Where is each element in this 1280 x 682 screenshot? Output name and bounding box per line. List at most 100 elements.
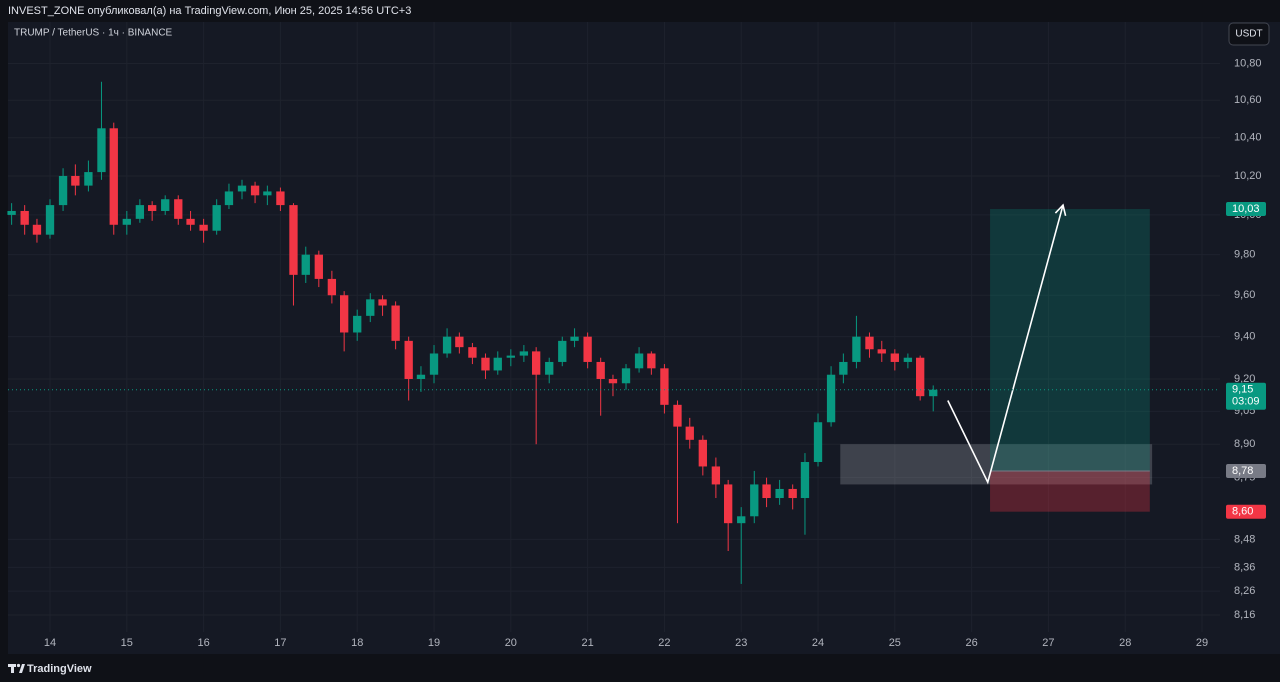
header: INVEST_ZONE опубликовал(а) на TradingVie… (8, 5, 411, 17)
y-tick-label: 10,40 (1234, 132, 1262, 144)
candle-body (250, 185, 260, 196)
candle-body (339, 295, 349, 333)
candle-body (634, 353, 644, 369)
candle-body (839, 361, 848, 375)
candle-body (493, 357, 502, 371)
price-label: 10,03 (1232, 203, 1260, 215)
logo (8, 663, 25, 673)
candle-body (865, 336, 874, 350)
x-tick-label: 23 (735, 637, 747, 649)
logo-part (19, 664, 25, 673)
candle-body (558, 340, 567, 362)
candle-body (608, 378, 618, 384)
candle-body (506, 355, 515, 358)
candle-body (7, 210, 16, 215)
candle-body (647, 353, 656, 369)
candle-body (276, 191, 285, 206)
candle-body (71, 175, 80, 186)
drawing-path (947, 204, 1064, 485)
candle-body (135, 205, 145, 219)
candle-body (800, 461, 810, 499)
candle-body (327, 278, 337, 296)
candle-body (391, 305, 400, 341)
candle-body (416, 374, 426, 379)
chart-title: TRUMP / TetherUS · 1ч · BINANCE (14, 28, 173, 39)
candle-body (788, 488, 797, 499)
logo-part (11, 664, 14, 673)
x-tick-label: 24 (812, 637, 824, 649)
candle-body (174, 199, 183, 219)
candle-body (852, 336, 861, 362)
candle-body (750, 484, 759, 517)
currency-button[interactable] (1228, 22, 1270, 46)
candle-body (109, 128, 118, 225)
y-tick-label: 10,20 (1234, 170, 1262, 182)
candle-body (289, 205, 298, 275)
candle-body (301, 254, 310, 275)
countdown: 03:09 (1232, 396, 1260, 408)
chart-pane (8, 22, 1220, 632)
price-label: 8,60 (1232, 506, 1253, 518)
x-tick-label: 29 (1196, 637, 1208, 649)
candle-body (673, 404, 682, 427)
x-tick-label: 27 (1042, 637, 1054, 649)
candle-body (468, 347, 477, 358)
x-tick-label: 22 (658, 637, 670, 649)
currency[interactable]: USDT (1235, 29, 1262, 40)
candle-body (32, 224, 42, 235)
candle-body (596, 361, 605, 379)
candle-body (737, 516, 746, 524)
candle-body (698, 439, 707, 467)
y-tick-label: 10,60 (1234, 94, 1262, 106)
footer-brand: TradingView (27, 663, 92, 675)
x-tick-label: 26 (965, 637, 977, 649)
candle-body (147, 205, 157, 211)
y-tick-label: 8,36 (1234, 561, 1255, 573)
candle-body (20, 210, 29, 225)
candle-body (378, 299, 387, 306)
logo-part (16, 663, 21, 668)
x-tick-label: 21 (581, 637, 593, 649)
candle-body (903, 357, 913, 362)
y-tick-label: 10,80 (1234, 57, 1262, 69)
candle-body (212, 205, 221, 231)
candle-body (570, 336, 579, 341)
candle-body (45, 205, 55, 235)
candle-body (519, 351, 529, 356)
candle-body (890, 353, 899, 362)
price-label-bg (1226, 463, 1266, 478)
candle-body (813, 422, 823, 462)
candle-body (685, 426, 694, 440)
time-axis (8, 632, 1280, 654)
candle-body (724, 484, 733, 524)
candle-body (224, 191, 234, 206)
candle-body (199, 224, 208, 231)
candle-body (929, 389, 938, 397)
candle-body (353, 315, 362, 333)
candle-body (97, 128, 106, 173)
candle-body (442, 336, 452, 354)
x-tick-label: 20 (505, 637, 517, 649)
candle-body (660, 368, 669, 405)
candle-body (877, 349, 886, 354)
candle-body (532, 351, 541, 375)
candle-body (58, 175, 68, 206)
candle-body (775, 488, 784, 499)
loss-area (990, 470, 1150, 512)
candle-body (762, 484, 771, 499)
candle-body (314, 254, 323, 279)
candle-body (455, 336, 464, 348)
y-tick-label: 9,80 (1234, 249, 1255, 261)
plot (7, 22, 1220, 632)
price-label-bg (1226, 504, 1266, 519)
candle-body (237, 185, 247, 192)
x-tick-label: 15 (121, 637, 133, 649)
candle-body (583, 336, 592, 362)
candle-body (545, 361, 554, 375)
candle-body (404, 340, 413, 379)
candle-body (711, 466, 721, 485)
y-tick-label: 8,90 (1234, 438, 1255, 450)
candle-body (916, 357, 925, 397)
profit-area (990, 209, 1150, 471)
